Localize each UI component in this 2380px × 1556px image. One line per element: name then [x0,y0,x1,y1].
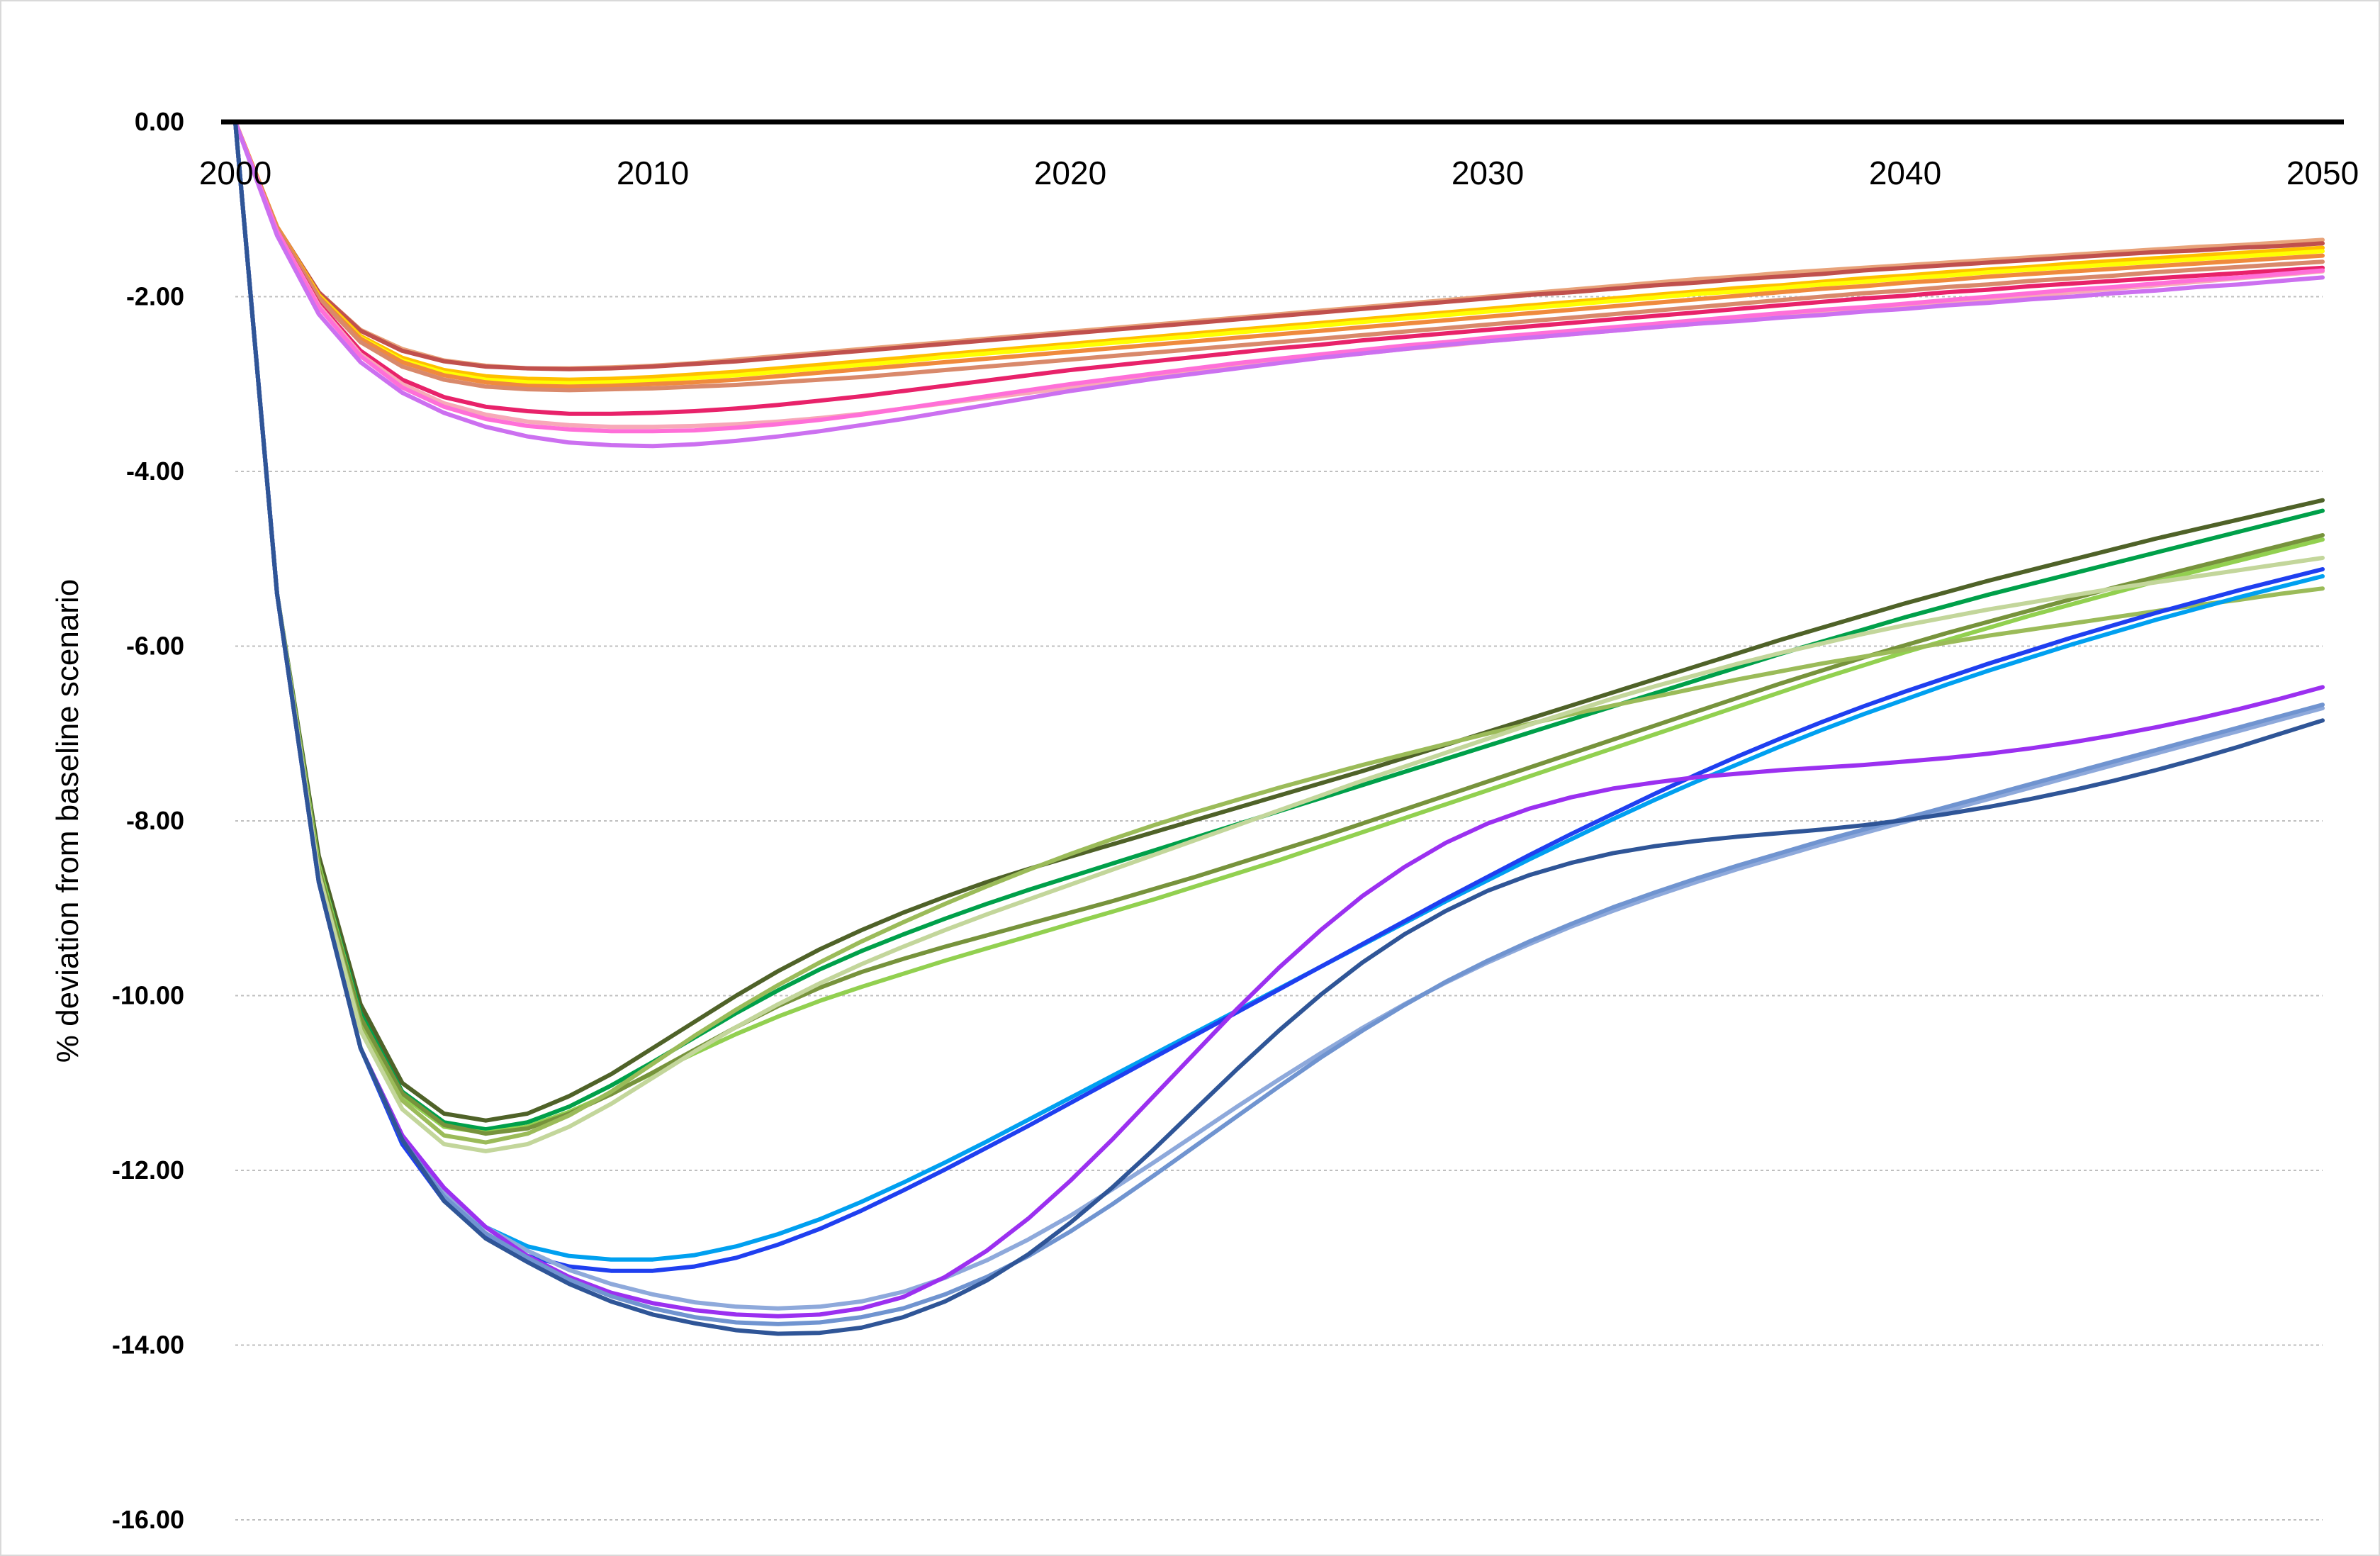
y-tick-label: -8.00 [126,806,184,835]
series-line-5 [233,120,2325,389]
series-line-15 [233,120,2325,1145]
y-tick-label: -6.00 [126,632,184,661]
series-lines [233,120,2325,1336]
series-line-21 [233,120,2325,1326]
y-tick-label: -12.00 [112,1155,184,1185]
x-tick-label: 2030 [1452,155,1524,191]
series-line-22 [233,120,2325,1336]
series-line-9 [233,120,2325,434]
y-tick-label: -10.00 [112,981,184,1010]
x-tick-label: 2000 [199,155,271,191]
series-line-1 [233,120,2325,371]
series-line-18 [233,120,2325,1273]
series-line-19 [233,120,2325,1311]
series-line-3 [233,120,2325,382]
series-line-10 [233,120,2325,449]
y-tick-label: -2.00 [126,282,184,311]
x-tick-label: 2050 [2286,155,2359,191]
series-line-6 [233,120,2325,393]
series-line-11 [233,120,2325,1123]
series-line-7 [233,120,2325,416]
y-tick-label: -16.00 [112,1505,184,1534]
y-tick-label: -4.00 [126,457,184,486]
y-tick-label: -14.00 [112,1331,184,1360]
series-line-16 [233,120,2325,1153]
y-tick-label: 0.00 [135,107,184,136]
series-line-12 [233,120,2325,1132]
x-tick-label: 2020 [1034,155,1106,191]
x-tick-label: 2010 [617,155,689,191]
x-tick-label: 2040 [1869,155,1941,191]
y-axis-title: % deviation from baseline scenario [50,579,85,1063]
series-line-4 [233,120,2325,386]
series-line-20 [233,120,2325,1319]
series-line-2 [233,120,2325,371]
y-axis-tick-labels: 0.00 -2.00 -4.00 -6.00 -8.00 -10.00 -12.00 -14.… [112,107,184,1534]
x-axis-tick-labels: 2000 2010 2020 2030 2040 2050 [199,155,2359,191]
gridlines [235,296,2323,1521]
